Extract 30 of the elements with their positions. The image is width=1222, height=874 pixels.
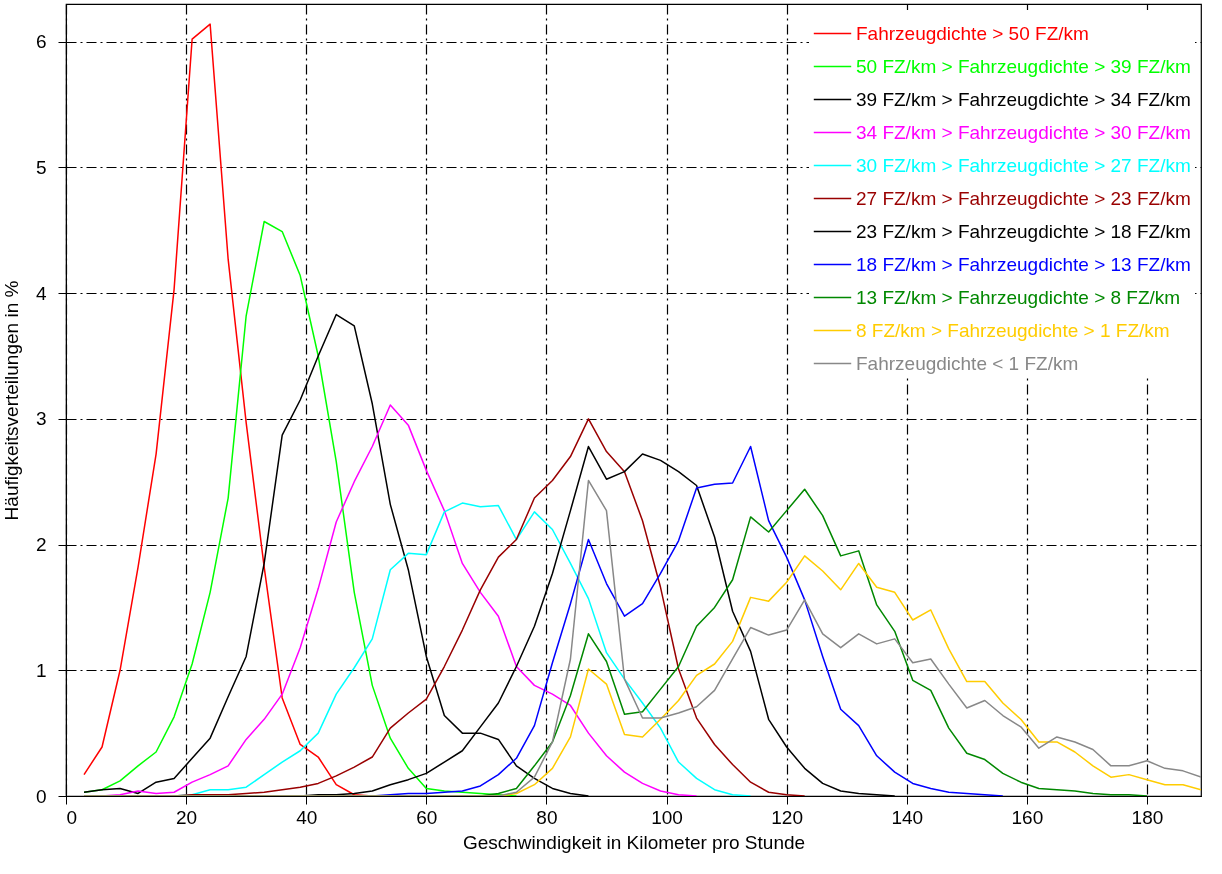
x-tick-label: 20 bbox=[176, 806, 198, 828]
x-tick-label: 60 bbox=[416, 806, 438, 828]
legend-label: 50 FZ/km > Fahrzeugdichte > 39 FZ/km bbox=[856, 55, 1191, 77]
legend-label: 30 FZ/km > Fahrzeugdichte > 27 FZ/km bbox=[856, 154, 1191, 176]
x-tick-label: 100 bbox=[651, 806, 683, 828]
x-tick-label: 140 bbox=[891, 806, 924, 828]
legend-label: 13 FZ/km > Fahrzeugdichte > 8 FZ/km bbox=[856, 286, 1181, 308]
legend-label: 18 FZ/km > Fahrzeugdichte > 13 FZ/km bbox=[856, 253, 1191, 275]
legend-label: 39 FZ/km > Fahrzeugdichte > 34 FZ/km bbox=[856, 88, 1191, 110]
x-tick-label: 180 bbox=[1131, 806, 1164, 828]
legend-label: 27 FZ/km > Fahrzeugdichte > 23 FZ/km bbox=[856, 187, 1191, 209]
legend-label: 34 FZ/km > Fahrzeugdichte > 30 FZ/km bbox=[856, 121, 1191, 143]
y-tick-label: 5 bbox=[35, 156, 47, 178]
legend-label: Fahrzeugdichte < 1 FZ/km bbox=[856, 352, 1079, 374]
y-tick-label: 2 bbox=[35, 534, 47, 556]
y-tick-label: 0 bbox=[35, 785, 47, 807]
x-tick-label: 0 bbox=[66, 806, 78, 828]
x-axis-title: Geschwindigkeit in Kilometer pro Stunde bbox=[462, 831, 806, 853]
y-tick-label: 3 bbox=[35, 408, 47, 430]
y-tick-label: 6 bbox=[35, 31, 47, 53]
x-tick-label: 120 bbox=[771, 806, 803, 828]
legend-label: Fahrzeugdichte > 50 FZ/km bbox=[856, 22, 1089, 44]
x-tick-label: 80 bbox=[536, 806, 558, 828]
legend-label: 8 FZ/km > Fahrzeugdichte > 1 FZ/km bbox=[856, 319, 1170, 341]
y-axis-title: Häufigkeitsverteilungen in % bbox=[0, 280, 22, 521]
x-tick-label: 40 bbox=[296, 806, 318, 828]
x-tick-label: 160 bbox=[1011, 806, 1044, 828]
y-tick-label: 4 bbox=[35, 282, 47, 304]
y-tick-label: 1 bbox=[35, 659, 47, 681]
legend-label: 23 FZ/km > Fahrzeugdichte > 18 FZ/km bbox=[856, 220, 1191, 242]
